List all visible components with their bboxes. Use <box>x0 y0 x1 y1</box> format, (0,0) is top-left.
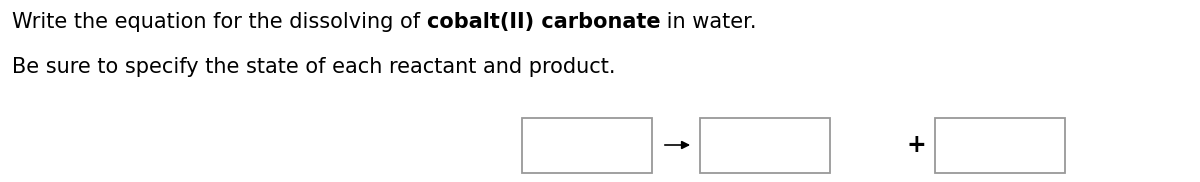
Bar <box>522 118 652 173</box>
Bar <box>700 118 830 173</box>
Text: Be sure to specify the state of each reactant and product.: Be sure to specify the state of each rea… <box>12 57 616 77</box>
Text: Write the equation for the dissolving of: Write the equation for the dissolving of <box>12 12 427 32</box>
Bar <box>935 118 1066 173</box>
Text: in water.: in water. <box>660 12 757 32</box>
Text: cobalt(II) carbonate: cobalt(II) carbonate <box>427 12 660 32</box>
Text: +: + <box>906 133 926 157</box>
